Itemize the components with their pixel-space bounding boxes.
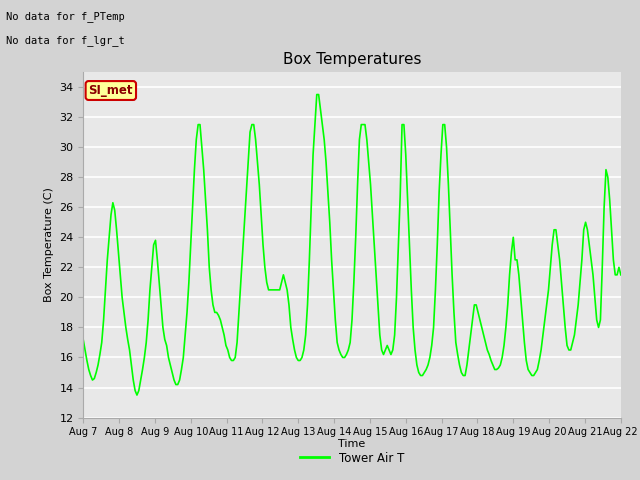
- Title: Box Temperatures: Box Temperatures: [283, 52, 421, 67]
- Legend: Tower Air T: Tower Air T: [295, 447, 409, 469]
- Y-axis label: Box Temperature (C): Box Temperature (C): [44, 187, 54, 302]
- Text: No data for f_PTemp: No data for f_PTemp: [6, 11, 125, 22]
- X-axis label: Time: Time: [339, 439, 365, 449]
- Text: No data for f_lgr_t: No data for f_lgr_t: [6, 35, 125, 46]
- Text: SI_met: SI_met: [88, 84, 133, 97]
